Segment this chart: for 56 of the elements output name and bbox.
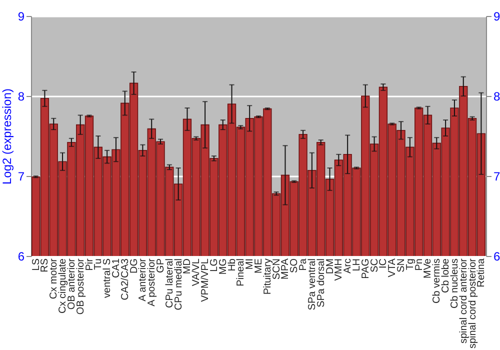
x-tick-label: A posterior — [146, 258, 158, 306]
x-tick-label: LS — [30, 258, 42, 271]
x-tick-label: OB posterior — [75, 258, 86, 315]
x-tick-label: CPu medial — [173, 258, 184, 310]
x-tick-label: Cx cingulate — [58, 258, 69, 314]
x-tick-label: CA1 — [110, 258, 122, 278]
x-tick-label: Pn — [414, 258, 425, 271]
x-tick-label: spinal cord anterior — [458, 258, 470, 344]
y-tick-label: 9 — [18, 10, 25, 24]
x-tick-label: Arc — [342, 258, 354, 274]
x-tick-label: DM — [324, 258, 336, 274]
x-tick-label: Cb lobe — [440, 258, 452, 293]
x-tick-label: ventral S — [102, 258, 114, 298]
x-tick-label: SN — [396, 258, 408, 272]
x-tick-label: VTA — [387, 258, 398, 278]
x-tick-label: SPa dorsal — [316, 258, 327, 308]
x-tick-label: MVe — [422, 258, 434, 279]
x-tick-label: Tg — [404, 258, 416, 270]
x-tick-label: MG — [218, 258, 229, 275]
x-tick-label: SCN — [271, 258, 282, 280]
y2-tick-label: 6 — [494, 250, 500, 264]
x-tick-label: IC — [378, 258, 390, 268]
y2-tick-label: 7 — [494, 170, 500, 184]
x-tick-label: Pir — [84, 258, 96, 271]
x-tick-label: Hb — [226, 258, 238, 272]
y-tick-label: 7 — [18, 170, 25, 184]
x-tick-label: spinal cord posterior — [467, 258, 478, 349]
x-tick-label: CA2/CA3 — [120, 258, 131, 300]
x-tick-label: RS — [40, 258, 51, 272]
y2-tick-label: 9 — [494, 10, 500, 24]
y-axis-title: Log2 (expression) — [0, 88, 14, 185]
x-tick-label: ME — [254, 258, 264, 274]
x-tick-label: LH — [351, 258, 362, 272]
x-tick-label: VPM/VPL — [200, 258, 212, 302]
x-tick-label: Pineal — [236, 258, 247, 286]
x-tick-label: GP — [156, 258, 167, 273]
x-tick-label: LG — [208, 258, 220, 272]
x-tick-label: Pituitary — [262, 258, 274, 295]
x-tick-label: MI — [244, 258, 256, 270]
x-tick-label: PAG — [360, 258, 372, 279]
x-tick-label: SO — [289, 258, 300, 273]
x-tick-label: MPA — [280, 258, 292, 280]
x-tick-label: Tu — [93, 258, 104, 270]
x-tick-label: Retina — [476, 258, 488, 288]
x-tick-label: OB anterior — [66, 258, 78, 310]
y-tick-label: 8 — [18, 90, 25, 104]
x-tick-label: VMH — [334, 258, 345, 281]
x-tick-label: SPa ventral — [306, 258, 318, 310]
x-tick-label: A anterior — [138, 258, 149, 302]
y2-tick-label: 8 — [494, 90, 500, 104]
x-tick-label: CPu lateral — [164, 258, 176, 308]
y-tick-label: 6 — [18, 250, 25, 264]
x-tick-label: SC — [369, 258, 380, 272]
x-tick-label: DG — [128, 258, 140, 274]
x-tick-label: Cb nucleus — [449, 258, 460, 309]
x-tick-label: Pa — [298, 258, 310, 271]
